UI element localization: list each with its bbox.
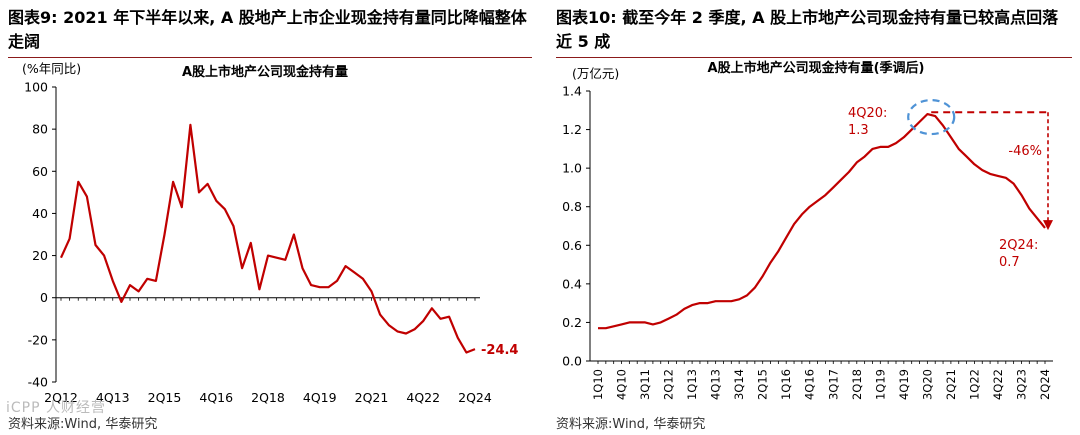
watermark: iCPP 人财经营 xyxy=(6,400,106,416)
x-tick-label: 4Q16 xyxy=(803,369,817,400)
x-tick-label: 2Q18 xyxy=(850,369,864,400)
y-tick-label: 0.0 xyxy=(562,354,582,369)
y-tick-label: 100 xyxy=(24,80,48,95)
figure-10-source: 资料来源:Wind, 华泰研究 xyxy=(556,417,706,432)
x-tick-label: 2Q24 xyxy=(1038,369,1052,400)
y-tick-label: 20 xyxy=(32,248,48,263)
y-tick-label: 1.4 xyxy=(562,84,582,99)
x-tick-label: 4Q16 xyxy=(199,390,233,405)
x-tick-label: 3Q17 xyxy=(826,369,840,400)
x-tick-label: 1Q19 xyxy=(873,369,887,400)
annotation-last-value: -24.4 xyxy=(481,343,518,358)
x-tick-label: 3Q11 xyxy=(638,369,652,400)
x-tick-label: 3Q23 xyxy=(1014,369,1028,400)
y-tick-label: 80 xyxy=(32,122,48,137)
chart-title: A股上市地产公司现金持有量 xyxy=(182,64,348,80)
x-tick-label: 1Q22 xyxy=(967,369,981,400)
y-tick-label: 0 xyxy=(40,290,48,305)
x-tick-label: 2Q24 xyxy=(458,390,492,405)
figure-9-title: 图表9: 2021 年下半年以来, A 股地产上市企业现金持有量同比降幅整体走阔 xyxy=(8,8,527,51)
y-tick-label: 0.6 xyxy=(562,238,582,253)
peak-highlight-circle xyxy=(907,98,956,136)
cash-holdings-chart: (万亿元) A股上市地产公司现金持有量(季调后) 0.0 0.2 0.4 0.6 0.8 1.… xyxy=(562,60,1053,400)
drop-percent-label: -46% xyxy=(1008,144,1042,159)
x-tick-label: 4Q10 xyxy=(615,369,629,400)
y-tick-label: 1.2 xyxy=(562,122,582,137)
x-tick-label: 2Q21 xyxy=(944,369,958,400)
series-line-yoy xyxy=(59,123,476,354)
x-tick-label: 2Q15 xyxy=(148,390,182,405)
x-tick-label: 2Q18 xyxy=(251,390,285,405)
x-tick-label: 2Q12 xyxy=(44,390,78,405)
figure-9-source: 资料来源:Wind, 华泰研究 xyxy=(8,417,158,432)
y-tick-label: 1.0 xyxy=(562,161,582,176)
x-tick-label: 4Q13 xyxy=(96,390,130,405)
figure-10-title: 图表10: 截至今年 2 季度, A 股上市地产公司现金持有量已较高点回落近 5… xyxy=(556,8,1059,51)
x-tick-label: 3Q14 xyxy=(732,369,746,400)
x-tick-label: 4Q22 xyxy=(406,390,440,405)
last-label-value: 0.7 xyxy=(999,255,1020,270)
peak-label-value: 1.3 xyxy=(848,123,869,138)
y-axis-label: (%年同比) xyxy=(22,61,81,76)
x-tick-label: 2Q21 xyxy=(355,390,389,405)
series-line-cash xyxy=(598,112,1046,330)
last-label-quarter: 2Q24: xyxy=(999,238,1038,253)
y-tick-label: 60 xyxy=(32,164,48,179)
figure-10-separator xyxy=(556,57,1072,58)
x-tick-label: 1Q13 xyxy=(685,369,699,400)
x-tick-label: 4Q22 xyxy=(991,369,1005,400)
yoy-cash-chart: (%年同比) A股上市地产公司现金持有量 -40 -20 0 20 40 60 80 100 2Q1… xyxy=(22,61,518,405)
x-tick-label: 2Q15 xyxy=(756,369,770,400)
x-tick-label: 4Q19 xyxy=(303,390,337,405)
figure-10-panel: 图表10: 截至今年 2 季度, A 股上市地产公司现金持有量已较高点回落近 5… xyxy=(548,0,1080,435)
y-tick-label: 0.2 xyxy=(562,315,582,330)
y-axis-label: (万亿元) xyxy=(572,66,619,81)
x-tick-label: 1Q10 xyxy=(591,369,605,400)
figure-9-separator xyxy=(8,57,532,58)
y-tick-label: 40 xyxy=(32,206,48,221)
y-tick-label: -40 xyxy=(28,375,48,390)
drop-arrow-head xyxy=(1043,220,1053,231)
x-tick-label: 2Q12 xyxy=(662,369,676,400)
x-tick-label: 1Q16 xyxy=(779,369,793,400)
y-tick-label: 0.8 xyxy=(562,199,582,214)
x-tick-label: 4Q13 xyxy=(709,369,723,400)
y-tick-label: -20 xyxy=(28,332,48,347)
x-tick-label: 3Q20 xyxy=(920,369,934,400)
figure-9-panel: 图表9: 2021 年下半年以来, A 股地产上市企业现金持有量同比降幅整体走阔… xyxy=(6,8,532,432)
y-tick-label: 0.4 xyxy=(562,276,582,291)
peak-label-quarter: 4Q20: xyxy=(848,106,887,121)
x-tick-label: 4Q19 xyxy=(897,369,911,400)
chart-title: A股上市地产公司现金持有量(季调后) xyxy=(708,60,925,76)
